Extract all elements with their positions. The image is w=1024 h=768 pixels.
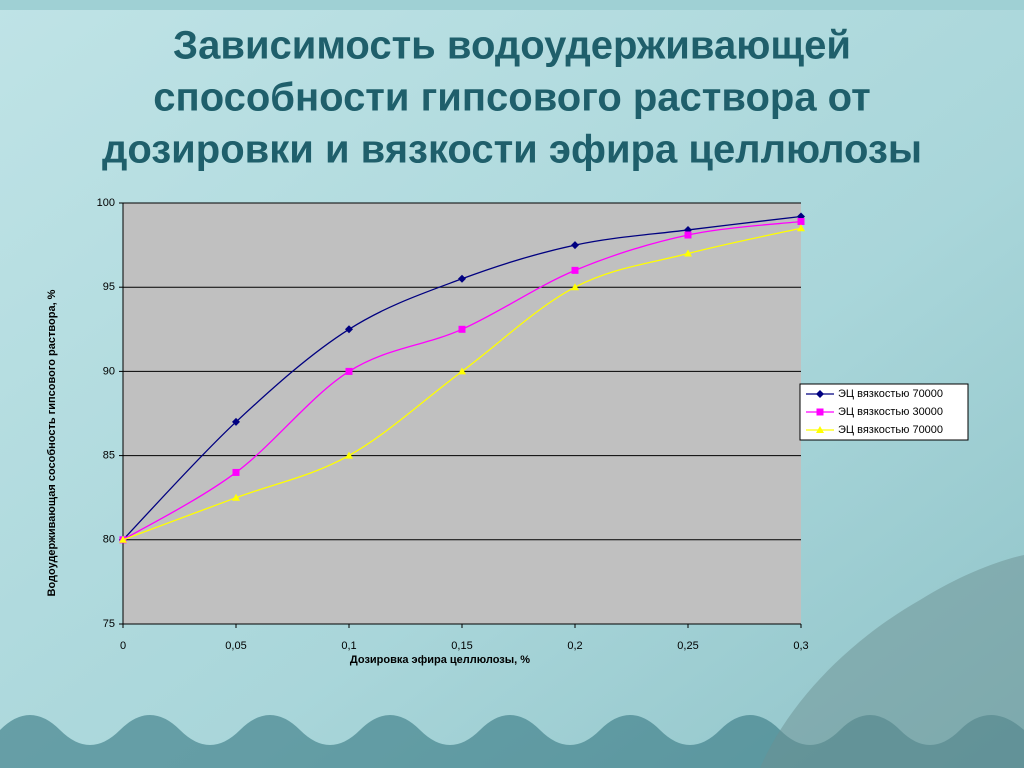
x-axis-label: Дозировка эфира целлюлозы, % xyxy=(350,654,530,666)
x-tick-label: 0,25 xyxy=(677,640,698,652)
marker xyxy=(684,249,692,257)
marker xyxy=(816,426,824,433)
marker xyxy=(797,218,805,226)
marker xyxy=(458,274,466,283)
marker xyxy=(458,367,466,375)
x-tick-label: 0,05 xyxy=(225,640,246,652)
y-tick-label: 90 xyxy=(103,365,115,377)
y-axis-label: Водоудерживающая сособность гипсового ра… xyxy=(46,289,58,596)
y-tick-label: 75 xyxy=(103,618,115,630)
marker xyxy=(571,283,579,291)
marker xyxy=(816,408,824,416)
marker xyxy=(684,231,692,239)
marker xyxy=(232,493,240,501)
marker xyxy=(345,367,353,375)
top-band xyxy=(0,0,1024,10)
legend-label: ЭЦ вязкостью 30000 xyxy=(838,406,943,418)
marker xyxy=(797,224,805,232)
x-tick-label: 0,3 xyxy=(793,640,808,652)
marker xyxy=(119,535,127,543)
marker xyxy=(571,241,579,250)
title: Зависимость водоудерживающей способности … xyxy=(102,24,922,172)
marker xyxy=(232,417,240,426)
y-tick-label: 85 xyxy=(103,450,115,462)
plot-area xyxy=(123,203,801,624)
marker xyxy=(345,451,353,459)
title-line: Зависимость водоудерживающей xyxy=(173,24,851,68)
legend-label: ЭЦ вязкостью 70000 xyxy=(838,388,943,400)
legend-label: ЭЦ вязкостью 70000 xyxy=(838,424,943,436)
dragon-decoration xyxy=(760,555,1024,768)
x-tick-label: 0 xyxy=(120,640,126,652)
x-tick-label: 0,15 xyxy=(451,640,472,652)
title-line: способности гипсового раствора от xyxy=(153,76,870,120)
marker xyxy=(816,390,824,398)
marker xyxy=(571,266,579,274)
marker xyxy=(345,325,353,334)
x-tick-label: 0,1 xyxy=(341,640,356,652)
x-tick-label: 0,2 xyxy=(567,640,582,652)
marker xyxy=(232,468,240,476)
marker xyxy=(458,325,466,333)
y-tick-label: 100 xyxy=(97,197,115,209)
y-tick-label: 80 xyxy=(103,534,115,546)
plot: 75 80 85 90 95 100 0 0,05 0,1 0,15 0,2 0,25 0,3 ЭЦ вя… xyxy=(97,197,969,652)
y-tick-label: 95 xyxy=(103,281,115,293)
title-line: дозировки и вязкости эфира целлюлозы xyxy=(102,128,922,172)
